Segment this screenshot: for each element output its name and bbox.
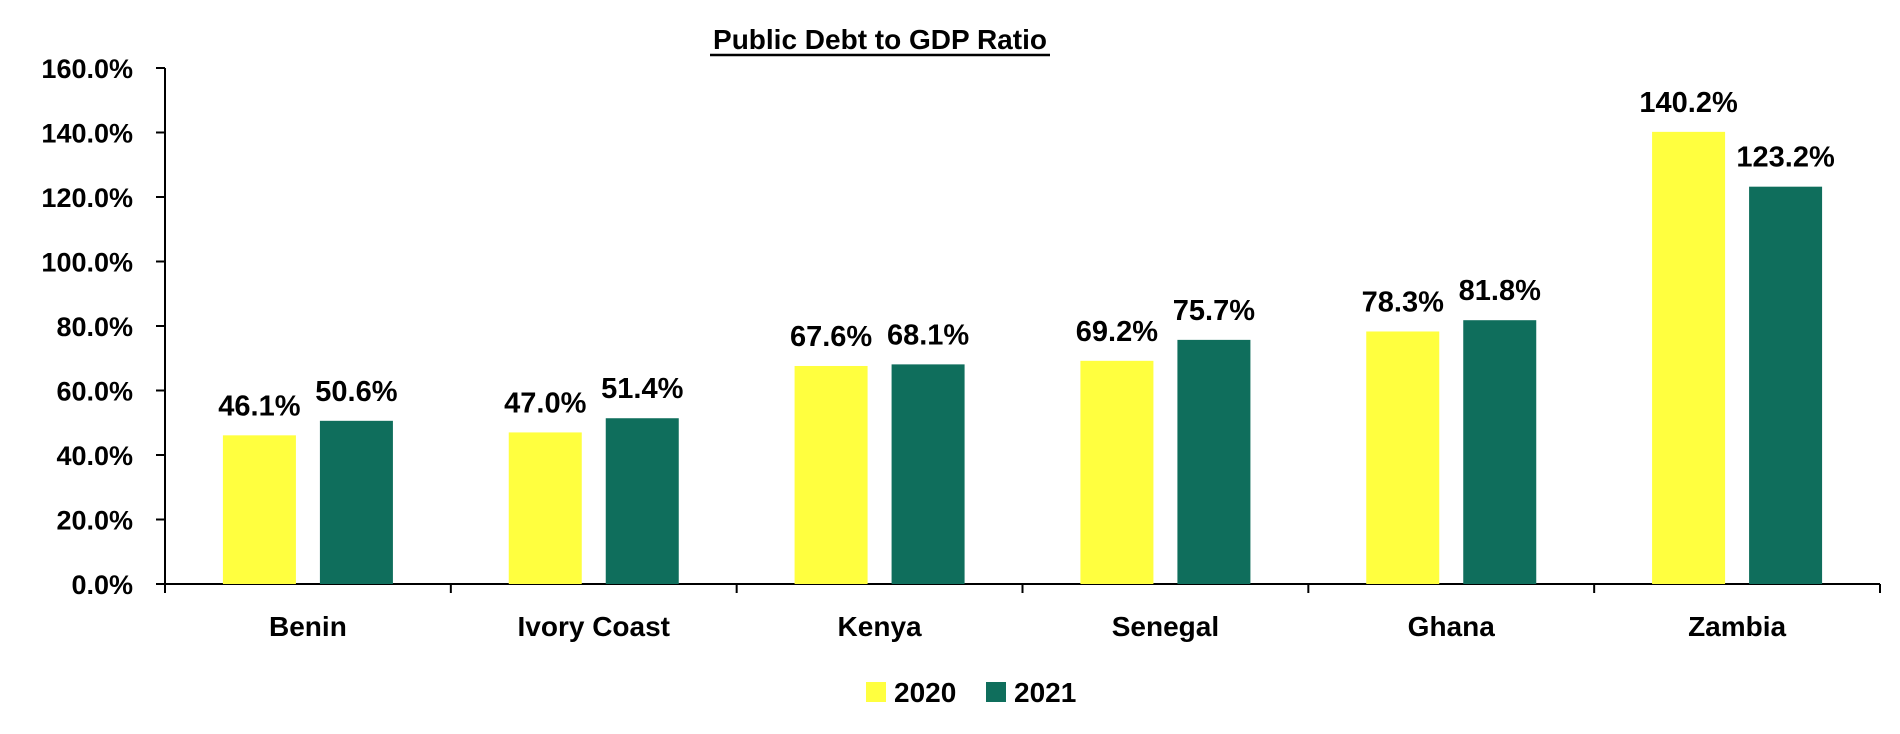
bar-2020 [1366, 331, 1440, 584]
bars [222, 131, 1823, 585]
bar-2021 [1177, 339, 1251, 584]
data-label: 81.8% [1459, 275, 1541, 307]
y-tick-label: 160.0% [41, 54, 133, 84]
y-tick-label: 120.0% [41, 183, 133, 213]
bar-2020 [222, 435, 296, 584]
y-tick-label: 100.0% [41, 248, 133, 278]
y-tick-label: 20.0% [56, 506, 133, 536]
data-labels: 46.1% 50.6% 47.0% 51.4% 67.6% 68.1% 69.2% 75.7%… [218, 87, 1835, 422]
category-label: Kenya [838, 611, 922, 642]
y-tick-label: 80.0% [56, 312, 133, 342]
data-label: 50.6% [315, 376, 397, 408]
y-tick-label: 60.0% [56, 377, 133, 407]
bar-2021 [891, 364, 965, 584]
data-label: 69.2% [1076, 316, 1158, 348]
category-label: Zambia [1688, 611, 1786, 642]
legend-label: 2021 [1014, 677, 1076, 708]
data-label: 75.7% [1173, 295, 1255, 327]
data-label: 78.3% [1362, 286, 1444, 318]
bar-2021 [1463, 320, 1537, 584]
data-label: 46.1% [218, 390, 300, 422]
bar-2021 [605, 418, 679, 584]
category-label: Benin [269, 611, 347, 642]
y-tick-label: 140.0% [41, 119, 133, 149]
bar-2020 [1652, 131, 1726, 585]
chart-title: Public Debt to GDP Ratio [713, 24, 1047, 55]
y-tick-label: 40.0% [56, 441, 133, 471]
data-label: 140.2% [1639, 87, 1738, 119]
bar-2020 [794, 365, 868, 584]
legend: 2020 2021 [866, 677, 1076, 708]
data-label: 123.2% [1736, 142, 1835, 174]
data-label: 68.1% [887, 319, 969, 351]
category-label: Ghana [1408, 611, 1496, 642]
bar-2021 [1749, 186, 1823, 584]
legend-label: 2020 [894, 677, 956, 708]
x-axis: Benin Ivory Coast Kenya Senegal Ghana Zambia [164, 583, 1881, 642]
category-label: Ivory Coast [518, 611, 671, 642]
chart-title-group: Public Debt to GDP Ratio [710, 24, 1050, 57]
data-label: 47.0% [504, 387, 586, 419]
y-axis: 0.0% 20.0% 40.0% 60.0% 80.0% 100.0% 120.0% 140.… [41, 54, 166, 600]
category-label: Senegal [1112, 611, 1219, 642]
legend-swatch-2020 [866, 682, 886, 702]
y-tick-label: 0.0% [71, 570, 133, 600]
data-label: 51.4% [601, 373, 683, 405]
legend-swatch-2021 [986, 682, 1006, 702]
bar-2020 [508, 432, 582, 584]
bar-2021 [319, 420, 393, 584]
bar-2020 [1080, 360, 1154, 584]
data-label: 67.6% [790, 321, 872, 353]
